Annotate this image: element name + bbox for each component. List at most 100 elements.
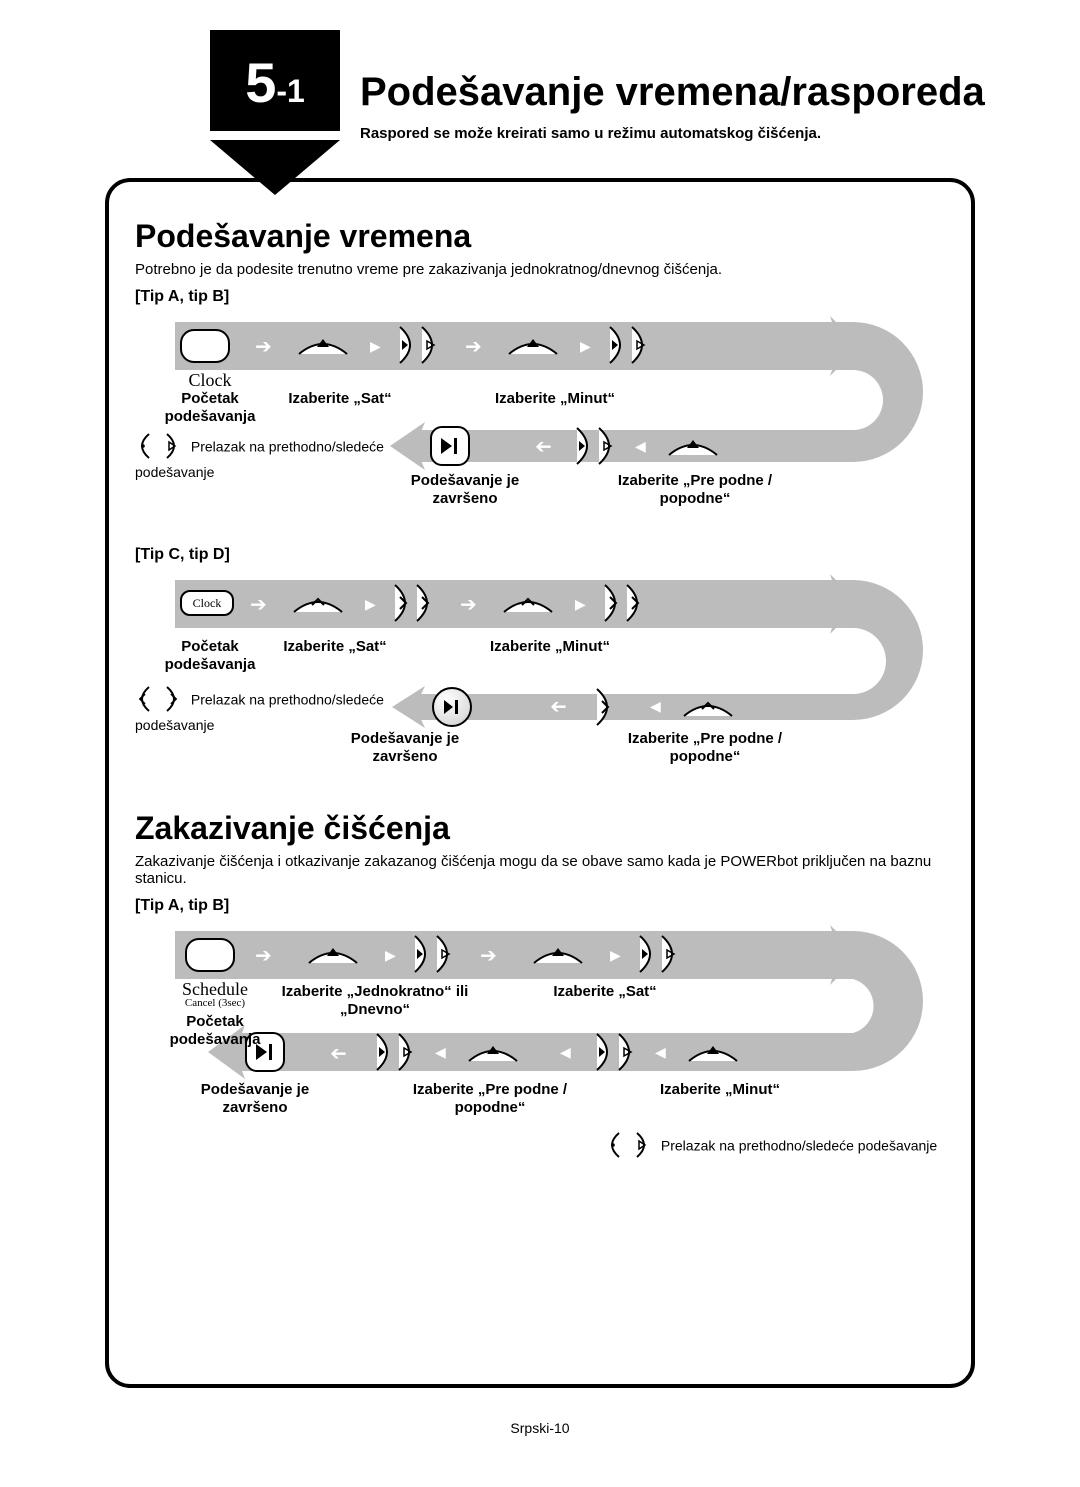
sel-min-label: Izaberite „Minut“ (480, 390, 630, 408)
right-button-icon (660, 934, 682, 974)
tri-right-icon (575, 596, 586, 614)
content: Podešavanje vremena Potrebno je da podes… (105, 178, 975, 1201)
left-right-arc-icon (135, 432, 181, 464)
page-title: Podešavanje vremena/rasporeda (360, 70, 985, 115)
sel-ampm-label: Izaberite „Pre podne / popodne“ (595, 472, 795, 508)
up-button-icon (680, 694, 736, 720)
up-button-icon (465, 1039, 521, 1065)
flow-path (175, 931, 835, 979)
flow-arrowhead (830, 925, 870, 985)
tip-cd-label: [Tip C, tip D] (135, 546, 945, 564)
left-right-arc-icon (605, 1131, 651, 1163)
right-button-icon (595, 687, 617, 727)
section-major: 5 (245, 51, 276, 114)
left-right-arc-icon (135, 685, 181, 717)
section-number-tab: 5-1 (210, 30, 340, 131)
section2-heading: Zakazivanje čišćenja (135, 810, 945, 847)
play-pause-button-icon (432, 687, 472, 727)
sel-hour-label: Izaberite „Sat“ (530, 983, 680, 1001)
start-label: Početak podešavanja (150, 390, 270, 426)
up-button-icon (500, 590, 556, 616)
done-label: Podešavanje je završeno (325, 730, 485, 766)
tri-right-icon (610, 947, 621, 965)
section2-desc: Zakazivanje čišćenja i otkazivanje zakaz… (135, 853, 945, 887)
up-button-icon (295, 332, 351, 358)
clock-button-icon: Clock (180, 590, 234, 616)
tip-ab-label-2: [Tip A, tip B] (135, 897, 945, 915)
sel-min-label: Izaberite „Minut“ (475, 638, 625, 656)
manual-page: 5-1 Podešavanje vremena/rasporeda Raspor… (0, 0, 1080, 70)
right-button-icon (375, 1032, 397, 1072)
clock-button-icon (180, 329, 230, 363)
up-button-icon (685, 1039, 741, 1065)
right-button-icon (575, 426, 597, 466)
start-label: Početak podešavanja (150, 638, 270, 674)
sel-ampm-label: Izaberite „Pre podne / popodne“ (390, 1081, 590, 1117)
up-button-icon (530, 941, 586, 967)
flow-path (415, 430, 835, 462)
start-label: Početak podešavanja (155, 1013, 275, 1049)
up-button-icon (665, 433, 721, 459)
section-tab-tail (210, 140, 340, 195)
right-button-icon (398, 325, 420, 365)
arrow-right-icon (255, 943, 272, 968)
tri-right-icon (385, 947, 396, 965)
right-button-icon (397, 1032, 419, 1072)
flow-arrowhead (830, 316, 870, 376)
up-button-icon (305, 941, 361, 967)
section-time: Podešavanje vremena Potrebno je da podes… (105, 178, 975, 1201)
up-button-icon (505, 332, 561, 358)
tri-left-icon (655, 1044, 666, 1062)
note-prev-next: Prelazak na prethodno/sledeće podešavanj… (135, 685, 415, 734)
diagram-time-cd: Clock (135, 570, 945, 800)
section1-desc: Potrebno je da podesite trenutno vreme p… (135, 261, 945, 278)
sel-hour-label: Izaberite „Sat“ (270, 638, 400, 656)
right-button-icon (617, 1032, 639, 1072)
tri-left-icon (650, 698, 661, 716)
arrow-right-icon (465, 334, 482, 359)
note-prev-next: Prelazak na prethodno/sledeće podešavanj… (135, 432, 415, 481)
right-button-icon (435, 934, 457, 974)
right-button-icon (393, 583, 415, 623)
right-button-icon (603, 583, 625, 623)
tri-left-icon (635, 438, 646, 456)
tri-left-icon (435, 1044, 446, 1062)
note-text: Prelazak na prethodno/sledeće podešavanj… (661, 1138, 937, 1154)
arrow-left-icon (535, 434, 552, 459)
tri-right-icon (370, 338, 381, 356)
right-button-icon (413, 934, 435, 974)
done-label: Podešavanje je završeno (175, 1081, 335, 1117)
arrow-right-icon (460, 592, 477, 617)
diagram-time-ab: Clock Početak podešavanja Izaberite „Sat… (135, 312, 945, 542)
clock-label: Clock (185, 370, 235, 392)
right-button-icon (420, 325, 442, 365)
play-pause-button-icon (430, 426, 470, 466)
sel-hour-label: Izaberite „Sat“ (275, 390, 405, 408)
tri-right-icon (365, 596, 376, 614)
section1-heading: Podešavanje vremena (135, 218, 945, 255)
arrow-left-icon (550, 694, 567, 719)
page-subtitle: Raspored se može kreirati samo u režimu … (360, 125, 821, 142)
right-button-icon (608, 325, 630, 365)
right-button-icon (630, 325, 652, 365)
page-footer: Srpski-10 (0, 1420, 1080, 1436)
arrow-right-icon (250, 592, 267, 617)
right-button-icon (625, 583, 647, 623)
tip-ab-label: [Tip A, tip B] (135, 288, 945, 306)
section-minor: -1 (276, 73, 304, 109)
arrow-right-icon (255, 334, 272, 359)
cancel-label: Cancel (3sec) (175, 997, 255, 1010)
sel-mode-label: Izaberite „Jednokratno“ ili „Dnevno“ (275, 983, 475, 1019)
flow-arrowhead (830, 574, 870, 634)
schedule-button-icon (185, 938, 235, 972)
arrow-left-icon (330, 1041, 347, 1066)
flow-path (235, 1033, 835, 1071)
right-button-icon (595, 1032, 617, 1072)
up-button-icon (290, 590, 346, 616)
right-button-icon (415, 583, 437, 623)
right-button-icon (638, 934, 660, 974)
sel-min-label: Izaberite „Minut“ (640, 1081, 800, 1099)
right-button-icon (597, 426, 619, 466)
note-prev-next: Prelazak na prethodno/sledeće podešavanj… (605, 1131, 945, 1163)
tri-right-icon (580, 338, 591, 356)
